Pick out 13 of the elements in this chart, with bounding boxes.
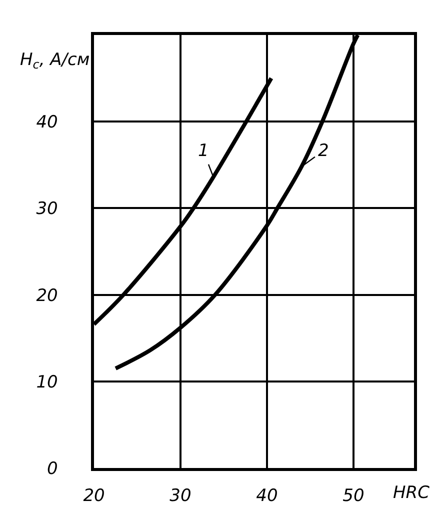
y-tick-label: 40 [36,112,58,133]
y-tick-label: 20 [36,286,58,306]
x-tick-label: 20 [83,486,105,506]
x-tick-label: 40 [256,486,278,506]
y-tick-label: 10 [36,372,58,392]
y-axis-title: H$_{c}$, А/см [20,50,90,72]
x-tick-label: 50 [342,486,364,506]
y-tick-label: 0 [47,458,58,479]
y-tick-label: 30 [36,199,58,220]
annotation: 1 [198,141,209,161]
x-tick-label: 30 [170,486,192,506]
annotation: 2 [318,141,329,161]
x-axis-title: HRC [393,483,430,503]
